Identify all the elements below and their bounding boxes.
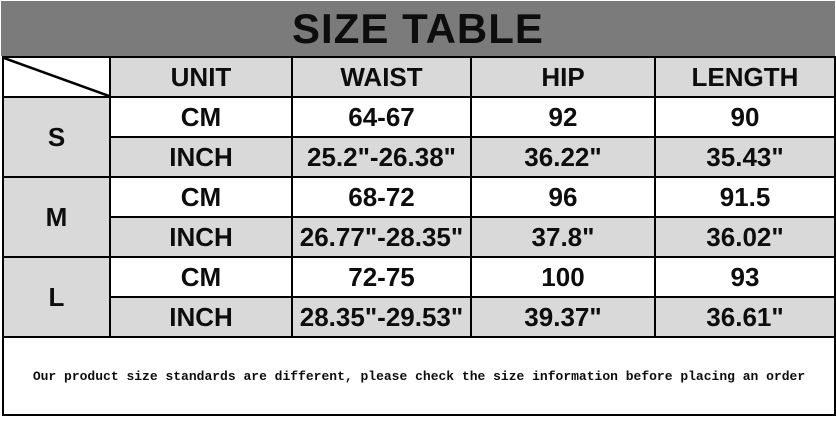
waist-value: 25.2"-26.38" xyxy=(291,136,472,178)
waist-value: 72-75 xyxy=(291,256,472,298)
length-value: 91.5 xyxy=(654,176,836,218)
table-row-l-cm: L CM 72-75 100 93 xyxy=(2,256,836,338)
unit-cell: INCH xyxy=(109,216,293,258)
hip-value: 92 xyxy=(470,96,656,138)
hip-value: 100 xyxy=(470,256,656,298)
table-row-s-cm: S CM 64-67 92 90 xyxy=(2,96,836,178)
table-row-m-inch: INCH 26.77"-28.35" 37.8" 36.02" xyxy=(3,216,836,258)
size-label-s: S xyxy=(2,96,111,178)
diagonal-corner-cell xyxy=(2,56,111,98)
title-bar: SIZE TABLE xyxy=(1,1,835,56)
size-label-l: L xyxy=(2,256,111,338)
unit-cell: INCH xyxy=(109,136,293,178)
waist-value: 26.77"-28.35" xyxy=(291,216,472,258)
diagonal-line-icon xyxy=(4,58,109,96)
column-header-hip: HIP xyxy=(470,56,656,98)
unit-cell: CM xyxy=(109,256,293,298)
hip-value: 37.8" xyxy=(470,216,656,258)
hip-value: 36.22" xyxy=(470,136,656,178)
hip-value: 96 xyxy=(470,176,656,218)
length-value: 36.61" xyxy=(654,296,836,338)
hip-value: 39.37" xyxy=(470,296,656,338)
length-value: 36.02" xyxy=(654,216,836,258)
size-table: UNIT WAIST HIP LENGTH S CM 64-67 92 90 I… xyxy=(2,56,836,416)
table-row-s-inch: INCH 25.2"-26.38" 36.22" 35.43" xyxy=(3,136,836,178)
unit-cell: CM xyxy=(109,96,293,138)
unit-cell: CM xyxy=(109,176,293,218)
waist-value: 64-67 xyxy=(291,96,472,138)
note-text: Our product size standards are different… xyxy=(2,336,836,416)
column-header-length: LENGTH xyxy=(654,56,836,98)
table-row-l-inch: INCH 28.35"-29.53" 39.37" 36.61" xyxy=(3,296,836,338)
length-value: 90 xyxy=(654,96,836,138)
header-row: UNIT WAIST HIP LENGTH xyxy=(2,56,836,98)
table-row-m-cm: M CM 68-72 96 91.5 xyxy=(2,176,836,258)
length-value: 35.43" xyxy=(654,136,836,178)
column-header-unit: UNIT xyxy=(109,56,293,98)
size-label-m: M xyxy=(2,176,111,258)
waist-value: 28.35"-29.53" xyxy=(291,296,472,338)
page-title: SIZE TABLE xyxy=(292,4,544,52)
unit-cell: INCH xyxy=(109,296,293,338)
length-value: 93 xyxy=(654,256,836,298)
note-row: Our product size standards are different… xyxy=(2,336,836,416)
waist-value: 68-72 xyxy=(291,176,472,218)
column-header-waist: WAIST xyxy=(291,56,472,98)
